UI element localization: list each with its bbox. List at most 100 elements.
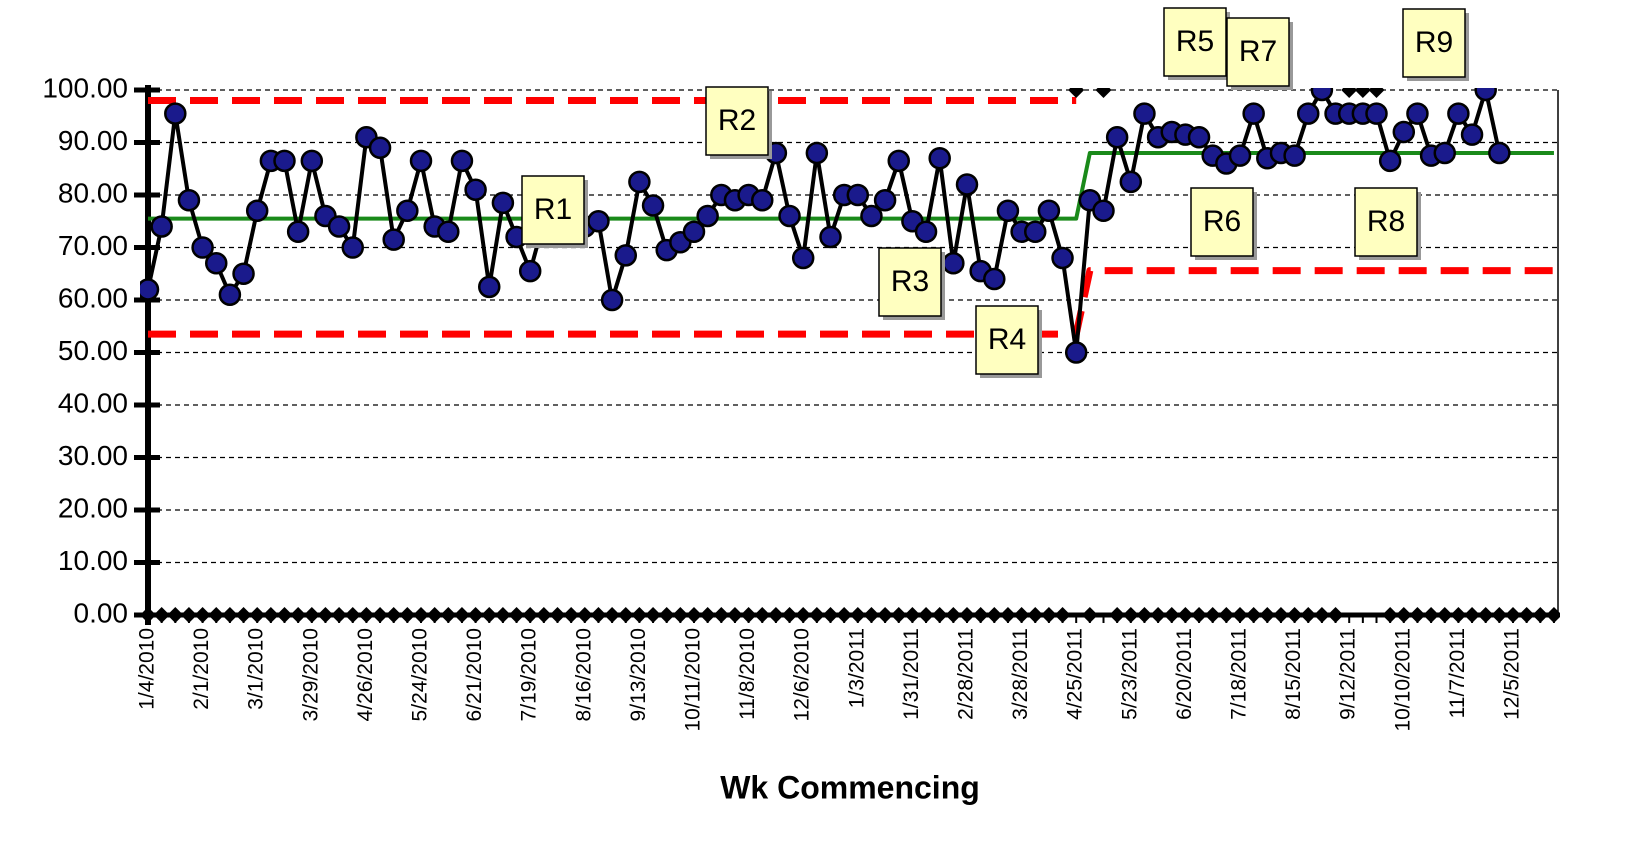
x-tick-label: 8/16/2010 (572, 628, 595, 721)
x-tick-label: 5/23/2011 (1118, 628, 1141, 720)
signal-marker (808, 607, 825, 623)
data-point (996, 199, 1020, 222)
signal-marker (754, 607, 771, 623)
x-tick-label: 1/3/2011 (845, 628, 868, 708)
data-point (1297, 102, 1320, 125)
data-line (146, 88, 1502, 355)
data-point (628, 170, 651, 194)
data-point (1474, 88, 1497, 102)
data-point (1460, 123, 1484, 146)
data-point (819, 225, 842, 249)
signal-marker (863, 607, 880, 623)
data-point (205, 252, 228, 275)
signal-marker (1259, 607, 1276, 623)
signal-marker (1150, 607, 1167, 623)
annotation-box (975, 305, 1039, 375)
data-point (327, 215, 351, 238)
data-point (1406, 102, 1429, 125)
signal-marker (781, 607, 798, 623)
data-point (846, 183, 870, 207)
data-point (464, 178, 487, 201)
annotation: R5 (1176, 25, 1214, 58)
signal-marker (481, 607, 498, 623)
signal-marker (1068, 88, 1085, 98)
signal-marker (372, 607, 389, 623)
data-point (1242, 102, 1265, 125)
signal-marker (440, 607, 457, 623)
data-point (164, 102, 187, 125)
signal-marker (331, 607, 348, 623)
signal-marker (1095, 88, 1112, 98)
data-point (140, 278, 160, 301)
signal-marker (453, 607, 470, 623)
annotation-box (705, 86, 769, 156)
signal-marker (1518, 607, 1535, 623)
y-tick-label: 10.00 (58, 545, 128, 576)
signal-marker (1313, 607, 1330, 623)
x-tick-label: 12/6/2010 (791, 628, 814, 721)
data-point (928, 147, 951, 170)
annotation: R2 (718, 104, 756, 137)
signal-marker (1177, 607, 1194, 623)
signal-marker (767, 607, 784, 623)
signal-marker (726, 607, 743, 623)
x-tick-label: 11/7/2011 (1446, 628, 1469, 718)
signal-marker (194, 607, 211, 623)
signal-marker (604, 607, 621, 623)
signal-marker (1245, 607, 1262, 623)
signal-marker (1054, 607, 1071, 623)
annotation: R9 (1415, 26, 1453, 59)
signal-marker (249, 607, 266, 623)
signal-marker (1191, 607, 1208, 623)
signal-marker (399, 607, 416, 623)
data-point (396, 199, 419, 222)
data-point (1365, 102, 1388, 125)
x-tick-label: 2/28/2011 (955, 628, 978, 720)
signal-marker (672, 607, 689, 623)
signal-marker (877, 607, 894, 623)
data-point (587, 210, 610, 233)
data-point (955, 173, 979, 196)
x-axis-label: Wk Commencing (720, 769, 980, 805)
y-tick-label: 30.00 (58, 440, 128, 471)
signal-marker (986, 607, 1003, 623)
signal-marker (1109, 607, 1126, 623)
x-tick-label: 3/1/2010 (245, 628, 268, 710)
data-point (1187, 126, 1211, 149)
signal-marker (262, 607, 279, 623)
data-point (696, 204, 719, 228)
data-point (1488, 141, 1511, 165)
x-tick-label: 3/29/2010 (299, 628, 322, 721)
data-point (1447, 102, 1470, 125)
annotation: R6 (1203, 205, 1241, 238)
signal-marker (1204, 607, 1221, 623)
y-tick-label: 60.00 (58, 282, 128, 313)
signal-marker (1040, 607, 1057, 623)
data-point (491, 191, 515, 215)
signal-marker (1436, 607, 1453, 623)
signal-marker (1409, 607, 1426, 623)
signal-marker (317, 607, 334, 623)
y-tick-label: 90.00 (58, 125, 128, 156)
data-point (1283, 144, 1306, 167)
x-tick-label: 12/5/2011 (1501, 628, 1524, 720)
signal-marker (1286, 607, 1303, 623)
data-point (177, 189, 201, 212)
signal-marker (1341, 88, 1358, 98)
signal-marker (945, 607, 962, 623)
annotation: R7 (1239, 35, 1277, 68)
signal-marker (645, 607, 662, 623)
signal-marker (1423, 607, 1440, 623)
x-tick-label: 6/20/2011 (1173, 628, 1196, 720)
x-tick-label: 3/28/2011 (1009, 628, 1032, 720)
annotation: R3 (891, 265, 929, 298)
x-tick-label: 11/8/2010 (736, 628, 759, 720)
y-tick-label: 100.00 (42, 72, 128, 103)
signal-marker (1545, 607, 1560, 623)
data-point (1392, 120, 1416, 144)
signal-marker (631, 607, 648, 623)
signal-marker (413, 607, 429, 623)
x-tick-label: 9/13/2010 (627, 628, 650, 721)
signal-marker (713, 607, 730, 623)
